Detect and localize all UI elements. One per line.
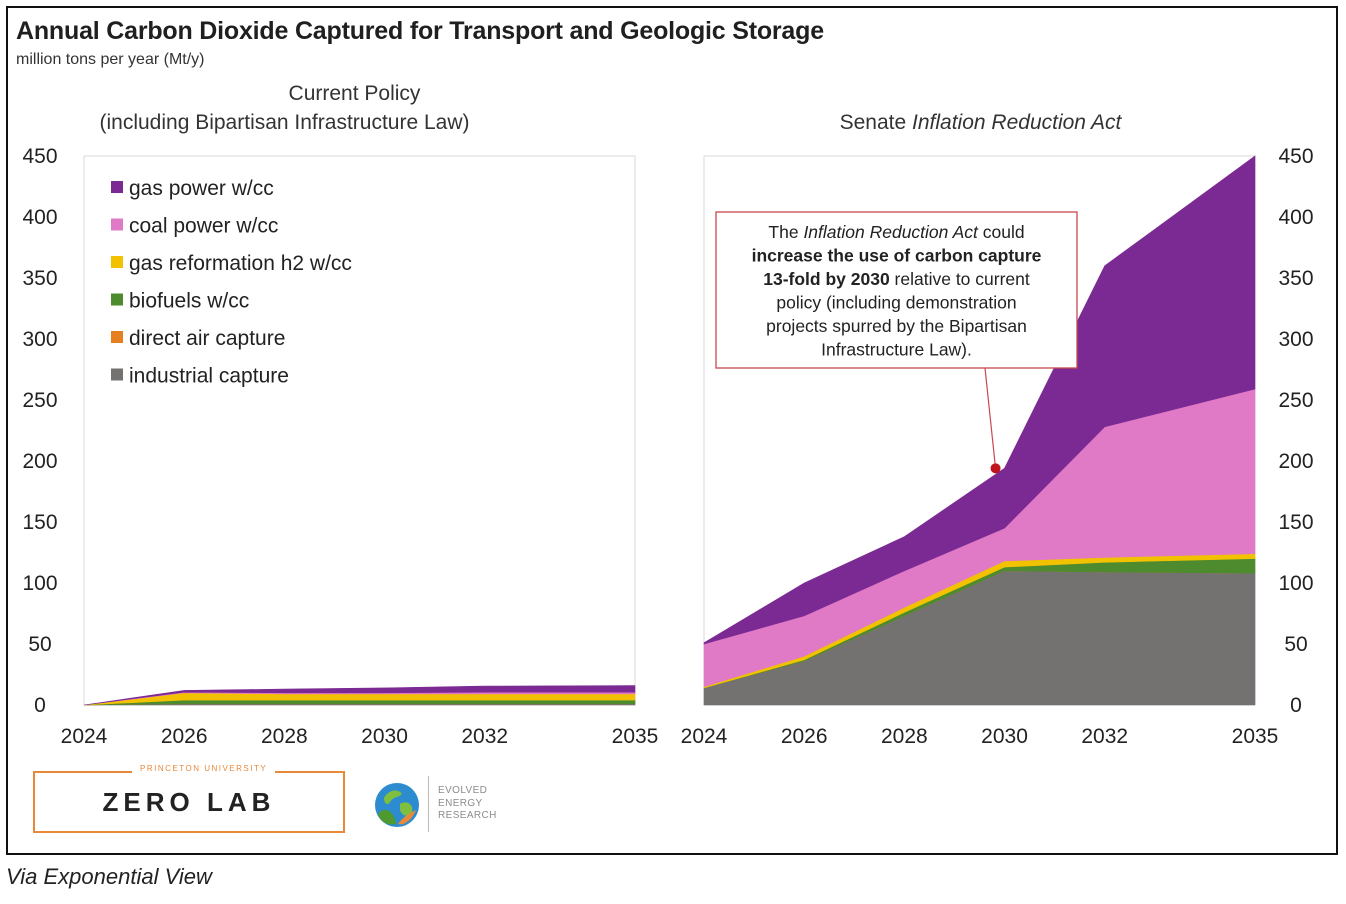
legend-swatch [111,218,123,231]
y-tick-label-ira: 300 [1278,328,1313,351]
evolved-energy-globe-icon [375,783,419,827]
y-tick-label-current-policy: 250 [22,389,57,412]
y-tick-label-ira: 200 [1278,450,1313,473]
energy-word: ENERGY [438,797,483,809]
legend-swatch [111,181,123,193]
y-tick-label-current-policy: 50 [28,633,51,656]
legend-swatch [111,331,123,343]
legend-label: direct air capture [129,327,285,350]
annotation-leader-line [984,367,997,469]
y-tick-label-ira: 250 [1278,389,1313,412]
evolved-energy-research-logo-text: EVOLVED ENERGY RESEARCH [438,785,497,823]
y-tick-label-ira: 450 [1278,145,1313,168]
panel-title-prefix: Senate [840,111,912,134]
x-tick-label-ira: 2032 [1081,725,1128,748]
x-tick-label-current-policy: 2032 [461,725,508,748]
annotation-text-line: The Inflation Reduction Act could [768,222,1024,242]
chart-title: Annual Carbon Dioxide Captured for Trans… [16,17,824,45]
x-tick-label-ira: 2035 [1232,725,1279,748]
annotation-text-line: Infrastructure Law). [821,340,972,360]
source-note: Via Exponential View [6,864,212,889]
annotation-text-line: 13-fold by 2030 relative to current [763,269,1030,289]
panel-title: Senate Inflation Reduction Act [840,111,1123,134]
annotation-text-segment: increase the use of carbon capture [752,246,1042,266]
zero-lab-logo [33,771,345,833]
x-tick-label-current-policy: 2030 [361,725,408,748]
x-tick-label-ira: 2030 [981,725,1028,748]
legend-label: biofuels w/cc [129,290,249,313]
annotation-text-segment: policy (including demonstration [776,293,1016,313]
y-tick-label-current-policy: 150 [22,511,57,534]
annotation-text-segment: Inflation Reduction Act [803,222,979,242]
evolved-logo-divider [428,776,429,832]
y-tick-label-current-policy: 0 [34,694,46,717]
annotation-text-line: increase the use of carbon capture [752,246,1042,266]
x-tick-label-current-policy: 2026 [161,725,208,748]
legend-label: industrial capture [129,365,289,388]
annotation-text-line: projects spurred by the Bipartisan [766,316,1027,336]
x-tick-label-ira: 2026 [781,725,828,748]
y-tick-label-current-policy: 100 [22,572,57,595]
y-tick-label-ira: 400 [1278,206,1313,229]
legend-label: coal power w/cc [129,215,278,238]
panel-title-italic: Inflation Reduction Act [912,111,1123,134]
annotation-text-segment: 13-fold by 2030 [763,269,890,289]
area-gas-power-w-cc-ira [703,155,1256,645]
y-tick-label-current-policy: 350 [22,267,57,290]
legend-swatch [111,293,123,306]
panel-title-line: (including Bipartisan Infrastructure Law… [99,111,469,134]
plot-area-current-policy [83,155,636,706]
y-tick-label-current-policy: 450 [22,145,57,168]
legend-swatch [111,368,123,381]
y-tick-label-ira: 0 [1290,694,1302,717]
annotation-marker [990,463,1001,474]
legend-label: gas reformation h2 w/cc [129,252,352,275]
y-tick-label-ira: 150 [1278,511,1313,534]
y-tick-label-current-policy: 400 [22,206,57,229]
y-tick-label-current-policy: 200 [22,450,57,473]
annotation-text-segment: Infrastructure Law). [821,340,972,360]
x-tick-label-current-policy: 2024 [61,725,108,748]
x-tick-label-ira: 2024 [681,725,728,748]
zero-lab-university-text: PRINCETON UNIVERSITY [132,764,276,773]
annotation-text-segment: The [768,222,803,242]
annotation-box [715,211,1078,369]
annotation-text-line: policy (including demonstration [776,293,1016,313]
legend-swatch [111,256,123,268]
evolved-word: EVOLVED [438,785,488,796]
area-gas-power-w-cc-current-policy [83,685,636,706]
y-tick-label-current-policy: 300 [22,328,57,351]
x-tick-label-current-policy: 2035 [612,725,659,748]
panel-title-line: Current Policy [289,82,421,105]
annotation-text-segment: projects spurred by the Bipartisan [766,316,1027,336]
zero-lab-name: ZERO LAB [102,787,276,817]
panel-current-policy: 0 50 100 150 200 250 300 350 400 450 2024 2026 2028 2… [22,82,658,748]
x-tick-label-current-policy: 2028 [261,725,308,748]
research-word: RESEARCH [438,810,497,821]
y-tick-label-ira: 100 [1278,572,1313,595]
chart-subtitle: million tons per year (Mt/y) [16,51,205,68]
y-tick-label-ira: 350 [1278,267,1313,290]
figure-frame [6,6,1338,855]
x-tick-label-ira: 2028 [881,725,928,748]
panel-ira: 0 50 100 150 200 250 300 350 400 450 2024 2026 2028 2… [681,111,1314,748]
y-tick-label-ira: 50 [1284,633,1307,656]
legend-label: gas power w/cc [129,177,274,200]
annotation-text-segment: could [978,222,1025,242]
annotation-text-segment: relative to current [890,269,1030,289]
